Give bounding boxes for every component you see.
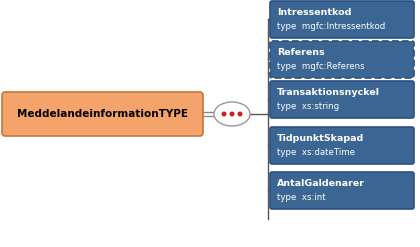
Circle shape: [237, 111, 242, 117]
Text: type  xs:int: type xs:int: [277, 193, 326, 202]
Ellipse shape: [214, 102, 250, 126]
Text: type  xs:dateTime: type xs:dateTime: [277, 148, 355, 157]
Text: TidpunktSkapad: TidpunktSkapad: [277, 134, 364, 144]
FancyBboxPatch shape: [270, 41, 414, 78]
Text: type  mgfc:Referens: type mgfc:Referens: [277, 62, 365, 71]
FancyBboxPatch shape: [270, 81, 414, 118]
Text: Transaktionsnyckel: Transaktionsnyckel: [277, 88, 380, 97]
Text: Referens: Referens: [277, 48, 325, 57]
Text: type  xs:string: type xs:string: [277, 102, 339, 111]
Text: AntalGaldenarer: AntalGaldenarer: [277, 179, 365, 188]
Circle shape: [229, 111, 234, 117]
FancyBboxPatch shape: [270, 1, 414, 38]
Text: MeddelandeinformationTYPE: MeddelandeinformationTYPE: [17, 109, 188, 119]
Text: Intressentkod: Intressentkod: [277, 8, 352, 17]
FancyBboxPatch shape: [270, 127, 414, 164]
Text: type  mgfc:Intressentkod: type mgfc:Intressentkod: [277, 22, 385, 31]
FancyBboxPatch shape: [2, 92, 203, 136]
FancyBboxPatch shape: [270, 172, 414, 209]
Circle shape: [221, 111, 226, 117]
